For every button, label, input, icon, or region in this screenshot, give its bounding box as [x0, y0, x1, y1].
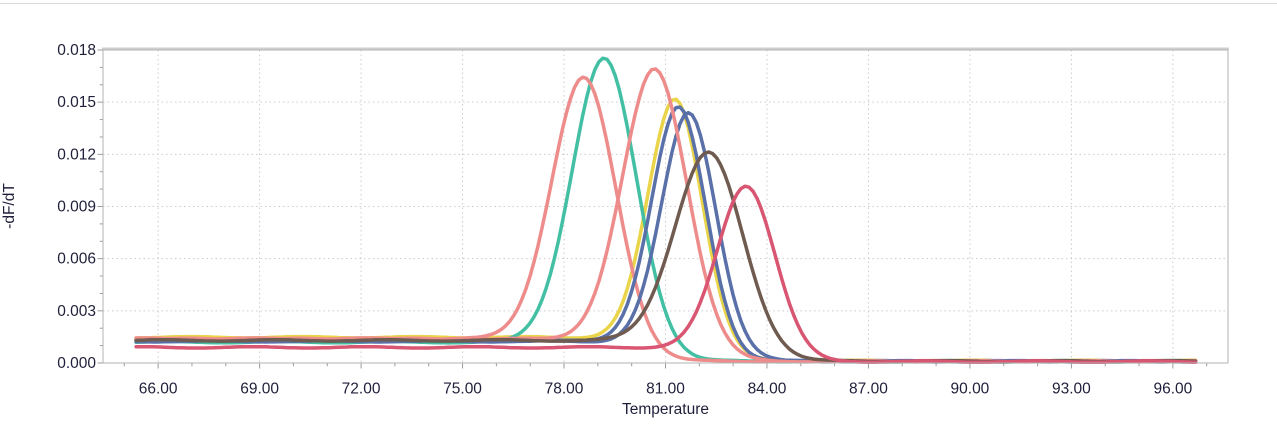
y-tick-label: 0.000: [57, 355, 96, 372]
y-tick-label: 0.006: [57, 251, 96, 268]
x-tick-label: 87.00: [849, 380, 888, 397]
x-tick-label: 75.00: [443, 380, 482, 397]
x-tick-label: 96.00: [1153, 380, 1192, 397]
y-axis-title: -dF/dT: [1, 183, 18, 229]
panel-top-divider: [0, 3, 1277, 4]
y-tick-label: 0.015: [57, 94, 96, 111]
x-tick-label: 93.00: [1052, 380, 1091, 397]
x-tick-label: 84.00: [748, 380, 787, 397]
x-axis-title: Temperature: [621, 401, 709, 418]
x-tick-label: 66.00: [139, 380, 178, 397]
x-tick-label: 81.00: [646, 380, 685, 397]
y-tick-label: 0.009: [57, 199, 96, 216]
y-tick-label: 0.012: [57, 146, 96, 163]
y-tick-label: 0.003: [57, 303, 96, 320]
melt-curve-teal: [134, 56, 1198, 364]
x-tick-label: 90.00: [951, 380, 990, 397]
melt-curve-salmon-a: [134, 75, 1198, 364]
x-tick-label: 69.00: [240, 380, 279, 397]
y-tick-label: 0.018: [57, 42, 96, 59]
plot-border: [102, 49, 1229, 364]
x-tick-label: 72.00: [342, 380, 381, 397]
x-tick-label: 78.00: [545, 380, 584, 397]
melt-curve-crimson: [134, 184, 1198, 365]
